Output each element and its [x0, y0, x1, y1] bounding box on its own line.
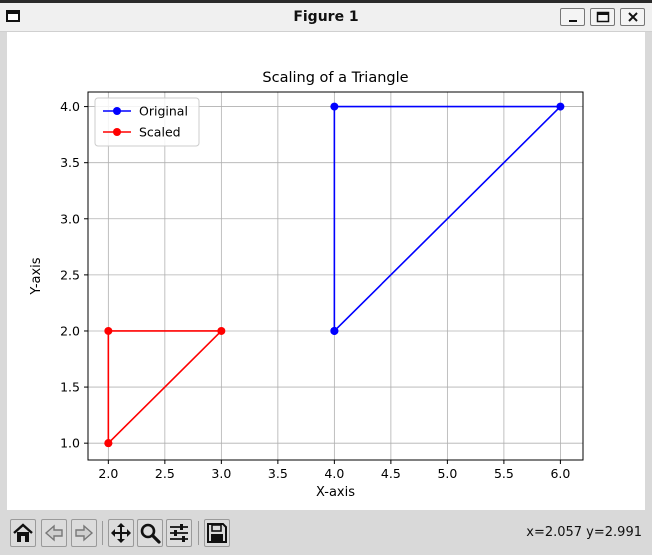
home-button[interactable]: [10, 519, 36, 547]
zoom-button[interactable]: [137, 519, 163, 547]
y-tick-label: 3.5: [60, 155, 80, 170]
scaled-series-line: [107, 330, 224, 444]
x-tick-label: 3.5: [268, 466, 288, 481]
chart-title: Scaling of a Triangle: [262, 70, 408, 86]
x-tick-label: 4.5: [381, 466, 401, 481]
zoom-icon: [140, 523, 161, 544]
original-data-point: [556, 102, 565, 111]
chart: 2.0 2.5 3.0 3.5 4.0 4.5 5.0 5.5 6.0 1.0 1.5 2.0 2.5 3…: [7, 32, 645, 510]
x-tick-label: 2.0: [98, 466, 118, 481]
pan-button[interactable]: [108, 519, 134, 547]
forward-arrow-icon: [75, 524, 94, 542]
y-tick-label: 2.5: [60, 267, 80, 282]
title-bar: Figure 1: [0, 3, 652, 32]
legend-marker-original: [113, 107, 121, 115]
cursor-coordinates: x=2.057 y=2.991: [526, 525, 642, 540]
scaled-data-point: [104, 439, 113, 448]
figure-canvas[interactable]: 2.0 2.5 3.0 3.5 4.0 4.5 5.0 5.5 6.0 1.0 1.5 2.0 2.5 3…: [7, 32, 645, 510]
window-title: Figure 1: [293, 9, 359, 25]
navigation-toolbar: x=2.057 y=2.991: [0, 511, 652, 555]
save-button[interactable]: [204, 519, 230, 547]
legend-label-scaled: Scaled: [139, 125, 181, 140]
original-series-line: [333, 105, 563, 332]
legend-box: [94, 97, 200, 147]
y-tick-label: 3.0: [60, 211, 80, 226]
back-button[interactable]: [41, 519, 67, 547]
forward-button[interactable]: [71, 519, 97, 547]
legend-label-original: Original: [139, 104, 188, 119]
save-icon: [207, 523, 227, 543]
y-tick-label: 2.0: [60, 323, 80, 338]
x-tick-label: 2.5: [155, 466, 175, 481]
back-arrow-icon: [44, 524, 63, 542]
toolbar-separator: [102, 521, 103, 545]
x-tick-label: 3.0: [211, 466, 231, 481]
y-tick-label: 1.5: [60, 380, 80, 395]
scaled-data-point: [104, 326, 113, 335]
legend: Original Scaled: [94, 97, 200, 147]
ticks: 2.0 2.5 3.0 3.5 4.0 4.5 5.0 5.5 6.0 1.0 1.5 2.0 2.5 3…: [60, 99, 570, 481]
minimize-icon: [568, 20, 577, 22]
sliders-icon: [170, 524, 188, 542]
x-tick-label: 5.0: [437, 466, 457, 481]
legend-marker-scaled: [113, 128, 121, 136]
configure-subplots-button[interactable]: [166, 519, 192, 547]
scaled-data-point: [217, 326, 226, 335]
x-axis-label: X-axis: [316, 485, 355, 500]
maximize-button[interactable]: [590, 8, 615, 26]
window-icon: [6, 10, 20, 22]
move-icon: [111, 523, 131, 543]
figure-window: Figure 1 2.0 2.5 3.0 3.5 4.0 4.5 5.0 5.5 6.0 1.0 1…: [0, 3, 652, 555]
original-data-point: [330, 102, 339, 111]
home-icon: [13, 523, 33, 542]
x-tick-label: 4.0: [324, 466, 344, 481]
series-layer: [104, 102, 565, 448]
y-tick-label: 1.0: [60, 436, 80, 451]
close-button[interactable]: [620, 8, 645, 26]
y-tick-label: 4.0: [60, 99, 80, 114]
x-tick-label: 5.5: [494, 466, 514, 481]
original-data-point: [330, 326, 339, 335]
close-icon: [627, 12, 638, 22]
minimize-button[interactable]: [560, 8, 585, 26]
x-tick-label: 6.0: [550, 466, 570, 481]
toolbar-separator: [198, 521, 199, 545]
y-axis-label: Y-axis: [29, 257, 44, 295]
maximize-icon: [596, 11, 609, 23]
axes-frame: [87, 91, 584, 461]
